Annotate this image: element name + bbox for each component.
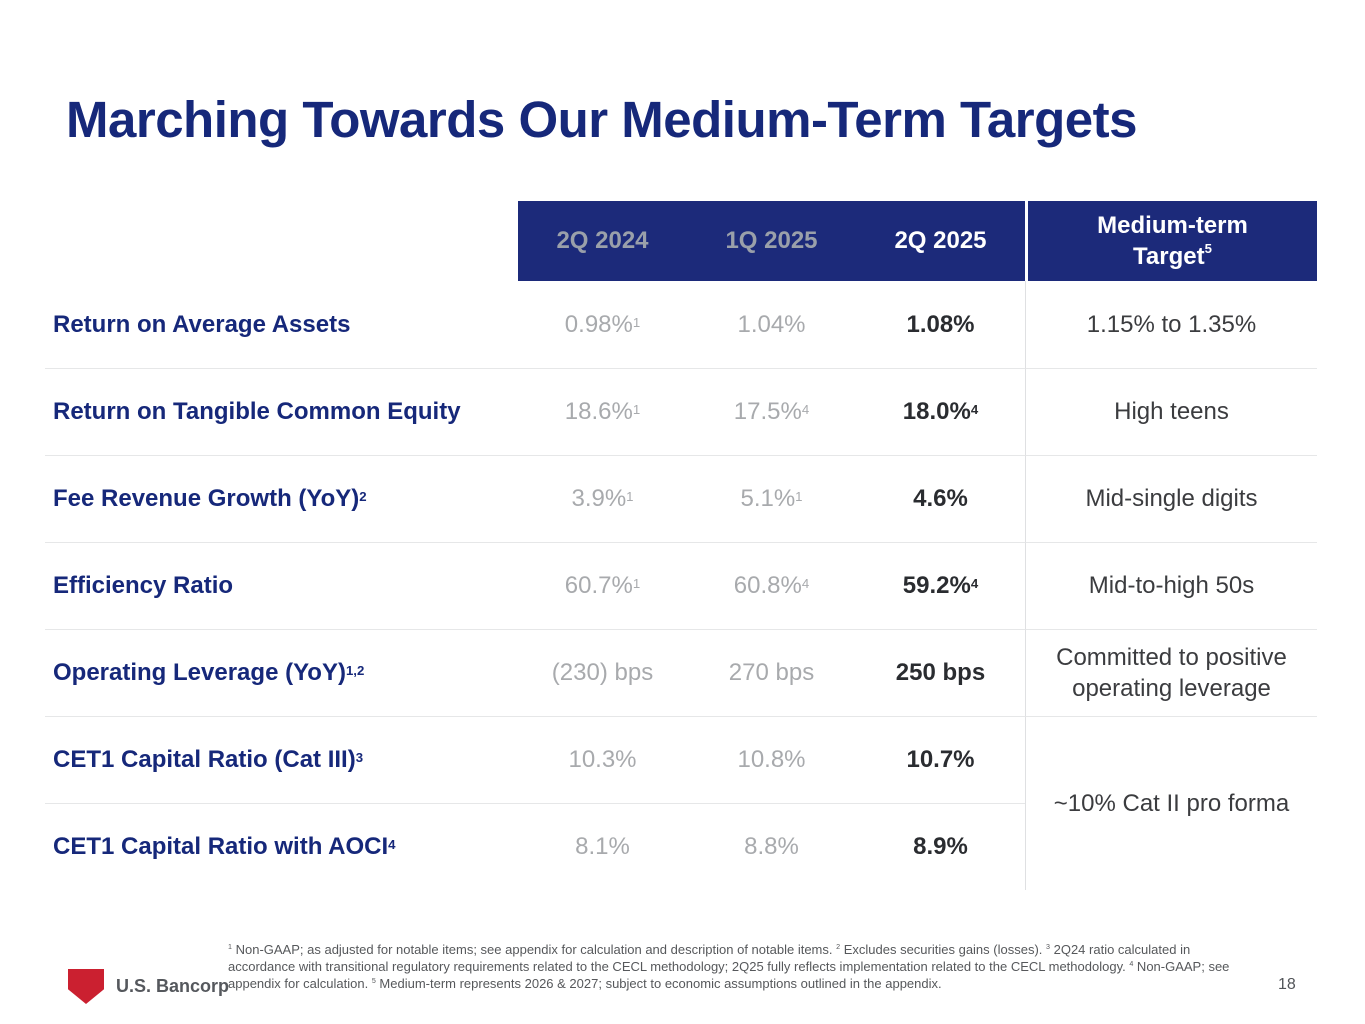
cell-rotce-2q2024: 18.6% 1 xyxy=(518,368,687,455)
footnote-text-1: Non-GAAP; as adjusted for notable items;… xyxy=(231,942,837,957)
footnote: 1 Non-GAAP; as adjusted for notable item… xyxy=(228,941,1240,992)
page-number: 18 xyxy=(1278,976,1296,993)
cell-oplev-2q2025: 250 bps xyxy=(856,629,1025,716)
metrics-table: 2Q 2024 1Q 2025 2Q 2025 Medium-term Targ… xyxy=(45,201,1317,890)
cell-fee-target: Mid-single digits xyxy=(1025,455,1317,542)
row-label-cet1-cat-iii: CET1 Capital Ratio (Cat III) 3 xyxy=(45,716,518,803)
footnote-sup-3: 3 xyxy=(1046,942,1050,951)
row-label-return-on-tangible-common-equity: Return on Tangible Common Equity xyxy=(45,368,518,455)
footnote-sup-2: 2 xyxy=(836,942,841,951)
logo-wordmark: U.S. Bancorp xyxy=(116,976,230,996)
cell-aoci-1q2025: 8.8% xyxy=(687,803,856,890)
footnote-sup-4: 4 xyxy=(1129,959,1134,968)
cell-eff-2q2024: 60.7% 1 xyxy=(518,542,687,629)
column-header-2q2024: 2Q 2024 xyxy=(518,201,687,281)
row-label-operating-leverage: Operating Leverage (YoY) 1,2 xyxy=(45,629,518,716)
cell-fee-2q2024: 3.9% 1 xyxy=(518,455,687,542)
cell-roaa-2q2025: 1.08% xyxy=(906,310,975,338)
target-header-line1: Medium-term xyxy=(1097,211,1248,239)
cell-roaa-target: 1.15% to 1.35% xyxy=(1025,281,1317,368)
column-header-2q2025: 2Q 2025 xyxy=(856,201,1025,281)
target-header-line2: Target5 xyxy=(1133,241,1212,270)
cell-oplev-2q2024: (230) bps xyxy=(518,629,687,716)
page-title: Marching Towards Our Medium-Term Targets xyxy=(66,91,1137,148)
row-label-efficiency-ratio: Efficiency Ratio xyxy=(45,542,518,629)
footnote-sup-5: 5 xyxy=(371,976,376,985)
cell-eff-2q2025: 59.2% 4 xyxy=(856,542,1025,629)
cell-cet1-1q2025: 10.8% xyxy=(687,716,856,803)
cell-aoci-2q2024: 8.1% xyxy=(518,803,687,890)
cell-cet1-target-merged: ~10% Cat II pro forma xyxy=(1025,716,1317,890)
footnote-text-4: Non-GAAP; see appendix for calculation. xyxy=(228,959,1230,991)
header-spacer xyxy=(45,201,518,281)
us-bancorp-logo: U.S. Bancorp xyxy=(68,969,229,1004)
cell-eff-target: Mid-to-high 50s xyxy=(1025,542,1317,629)
cell-rotce-2q2025: 18.0% 4 xyxy=(856,368,1025,455)
cell-aoci-2q2025: 8.9% xyxy=(856,803,1025,890)
footnote-sup-1: 1 xyxy=(228,942,232,951)
row-label-cet1-with-aoci: CET1 Capital Ratio with AOCI 4 xyxy=(45,803,518,890)
cell-cet1-2q2025: 10.7% xyxy=(856,716,1025,803)
cell-eff-1q2025: 60.8% 4 xyxy=(687,542,856,629)
row-label-return-on-average-assets: Return on Average Assets xyxy=(53,310,351,338)
cell-rotce-1q2025: 17.5% 4 xyxy=(687,368,856,455)
column-header-1q2025: 1Q 2025 xyxy=(687,201,856,281)
cell-oplev-1q2025: 270 bps xyxy=(687,629,856,716)
cell-fee-2q2025: 4.6% xyxy=(856,455,1025,542)
footnote-text-3: 2Q24 ratio calculated in accordance with… xyxy=(228,942,1191,974)
cell-cet1-2q2024: 10.3% xyxy=(518,716,687,803)
cell-roaa-1q2025: 1.04% xyxy=(737,310,806,338)
cell-oplev-target: Committed to positive operating leverage xyxy=(1025,629,1317,716)
footnote-text-2: Excludes securities gains (losses). xyxy=(840,942,1047,957)
column-header-medium-term-target: Medium-term Target5 xyxy=(1025,201,1317,281)
row-label-fee-revenue-growth: Fee Revenue Growth (YoY) 2 xyxy=(45,455,518,542)
us-bank-shield-icon xyxy=(68,969,104,1004)
cell-roaa-2q2024: 0.98% 1 xyxy=(564,310,641,338)
footnote-text-5: Medium-term represents 2026 & 2027; subj… xyxy=(375,976,942,991)
cell-fee-1q2025: 5.1% 1 xyxy=(687,455,856,542)
cell-rotce-target: High teens xyxy=(1025,368,1317,455)
